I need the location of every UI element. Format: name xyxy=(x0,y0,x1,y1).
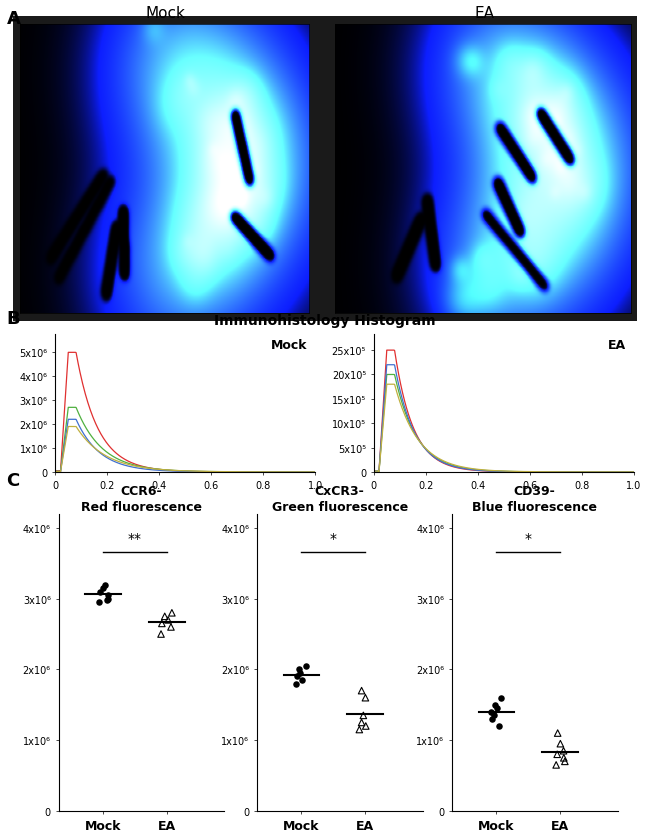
Text: *: * xyxy=(330,532,337,545)
Point xyxy=(486,706,497,719)
Point xyxy=(555,737,566,751)
Point xyxy=(558,752,569,765)
Point xyxy=(103,589,113,602)
Point xyxy=(166,606,177,619)
Point xyxy=(552,747,562,761)
Point xyxy=(551,758,562,772)
Point xyxy=(163,614,174,627)
Point xyxy=(356,716,367,729)
Point xyxy=(487,712,497,726)
Point xyxy=(356,684,367,697)
Point xyxy=(558,744,569,757)
Point xyxy=(94,585,105,599)
Text: *: * xyxy=(525,532,532,545)
Point xyxy=(156,628,166,641)
Title: CCR6-
Red fluorescence: CCR6- Red fluorescence xyxy=(81,484,202,513)
Point xyxy=(294,666,305,680)
Point xyxy=(361,720,371,733)
Text: B: B xyxy=(6,309,20,328)
Point xyxy=(358,709,369,722)
Point xyxy=(94,596,105,609)
Text: C: C xyxy=(6,471,20,489)
Text: **: ** xyxy=(128,532,142,545)
Title: CxCR3-
Green fluorescence: CxCR3- Green fluorescence xyxy=(272,484,408,513)
Point xyxy=(98,582,108,595)
Point xyxy=(560,755,570,768)
Text: Mock: Mock xyxy=(146,6,186,21)
Point xyxy=(354,723,365,737)
Text: EA: EA xyxy=(474,6,494,21)
Text: Mock: Mock xyxy=(271,339,307,351)
Point xyxy=(99,579,110,592)
Title: CD39-
Blue fluorescence: CD39- Blue fluorescence xyxy=(472,484,597,513)
Point xyxy=(101,594,112,607)
Point xyxy=(360,691,370,705)
Point xyxy=(103,592,114,605)
Point xyxy=(159,610,170,624)
Point xyxy=(157,617,167,630)
Text: EA: EA xyxy=(608,339,626,351)
Point xyxy=(300,660,311,673)
Point xyxy=(293,663,304,676)
Point xyxy=(488,709,499,722)
Point xyxy=(493,720,504,733)
Point xyxy=(166,620,176,634)
Point xyxy=(552,726,563,740)
Point xyxy=(496,691,506,705)
Text: A: A xyxy=(6,10,20,28)
Point xyxy=(492,701,502,715)
Point xyxy=(490,698,501,711)
Point xyxy=(291,677,301,691)
Point xyxy=(296,674,307,687)
Text: Immunohistology Histogram: Immunohistology Histogram xyxy=(214,314,436,328)
Point xyxy=(292,670,302,683)
